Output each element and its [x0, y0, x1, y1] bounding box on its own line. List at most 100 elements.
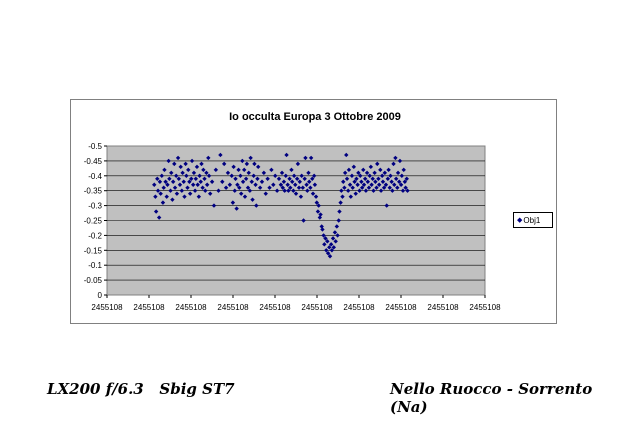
data-point: [373, 179, 378, 184]
data-point: [186, 167, 191, 173]
data-point: [335, 233, 340, 238]
data-point: [247, 188, 253, 193]
x-tick-label: 2455108: [385, 303, 417, 312]
data-point: [339, 188, 344, 193]
data-point: [383, 182, 389, 187]
data-points: [152, 152, 410, 259]
data-point: [236, 167, 241, 173]
data-point: [312, 182, 318, 187]
data-point: [190, 182, 196, 187]
data-point: [200, 185, 205, 190]
data-point: [306, 170, 311, 176]
data-point: [279, 170, 285, 176]
data-point: [348, 194, 354, 199]
data-point: [354, 176, 359, 181]
y-tick-label: -0.25: [84, 217, 103, 226]
data-point: [273, 173, 278, 178]
legend: ◆ Obj1: [513, 212, 553, 228]
data-point: [395, 170, 401, 176]
data-point: [209, 179, 215, 184]
data-point: [396, 179, 402, 184]
data-point: [303, 155, 308, 161]
data-point: [192, 188, 198, 193]
data-point: [285, 182, 290, 187]
data-point: [261, 170, 267, 176]
data-point: [322, 242, 327, 247]
data-point: [328, 242, 334, 247]
data-point: [180, 170, 185, 176]
data-point: [206, 173, 212, 178]
data-point: [376, 176, 381, 181]
data-point: [355, 182, 360, 187]
data-point: [291, 173, 297, 178]
data-point: [176, 176, 182, 181]
data-point: [265, 176, 270, 181]
data-point: [367, 173, 372, 178]
data-point: [175, 155, 181, 161]
data-point: [155, 176, 160, 181]
data-point: [314, 200, 319, 205]
data-point: [235, 182, 240, 187]
data-point: [280, 185, 285, 190]
y-tick-label: 0: [98, 291, 103, 300]
data-point: [167, 176, 172, 181]
data-point: [230, 200, 236, 205]
data-point: [331, 245, 336, 250]
data-point: [232, 188, 237, 193]
data-point: [330, 236, 336, 241]
data-point: [283, 173, 288, 178]
data-point: [251, 173, 256, 178]
data-point: [168, 188, 173, 193]
data-point: [337, 209, 342, 214]
data-point: [304, 182, 309, 187]
data-point: [155, 188, 161, 193]
data-point: [369, 182, 374, 187]
data-point: [358, 173, 363, 178]
data-point: [401, 167, 406, 173]
data-point: [195, 182, 200, 187]
data-point: [225, 170, 231, 176]
data-point: [359, 179, 364, 184]
x-tick-label: 2455108: [91, 303, 123, 312]
y-tick-label: -0.2: [88, 231, 102, 240]
data-point: [184, 173, 189, 178]
chart-area: Io occulta Europa 3 Ottobre 2009 -0.5 -0.…: [70, 99, 557, 324]
data-point: [374, 185, 379, 190]
x-tick-label: 2455108: [469, 303, 501, 312]
data-point: [181, 179, 186, 184]
data-point: [238, 191, 244, 196]
data-point: [399, 173, 405, 178]
y-tick-label: -0.05: [84, 276, 103, 285]
data-point: [252, 161, 257, 167]
data-point: [385, 176, 391, 181]
data-point: [194, 164, 200, 170]
data-point: [173, 173, 179, 178]
data-point: [229, 173, 234, 178]
data-point: [152, 182, 157, 187]
data-point: [295, 161, 301, 167]
data-point: [288, 185, 293, 190]
data-point: [202, 176, 207, 181]
data-point: [153, 194, 158, 199]
data-point: [189, 158, 195, 164]
data-point: [321, 233, 326, 238]
data-point: [345, 188, 351, 193]
data-point: [352, 179, 357, 184]
data-point: [243, 176, 249, 181]
data-point: [153, 209, 159, 214]
y-tick-label: -0.5: [88, 142, 102, 151]
data-point: [196, 194, 202, 199]
data-point: [329, 248, 335, 253]
data-point: [240, 179, 246, 184]
data-point: [392, 182, 397, 187]
data-point: [333, 239, 338, 244]
data-point: [220, 179, 225, 184]
x-tick-label: 2455108: [343, 303, 375, 312]
data-point: [368, 164, 374, 170]
data-point: [296, 185, 302, 190]
data-point: [172, 185, 178, 190]
data-point: [191, 170, 197, 176]
data-point: [183, 161, 188, 167]
data-point: [391, 161, 396, 167]
data-point: [344, 176, 350, 181]
